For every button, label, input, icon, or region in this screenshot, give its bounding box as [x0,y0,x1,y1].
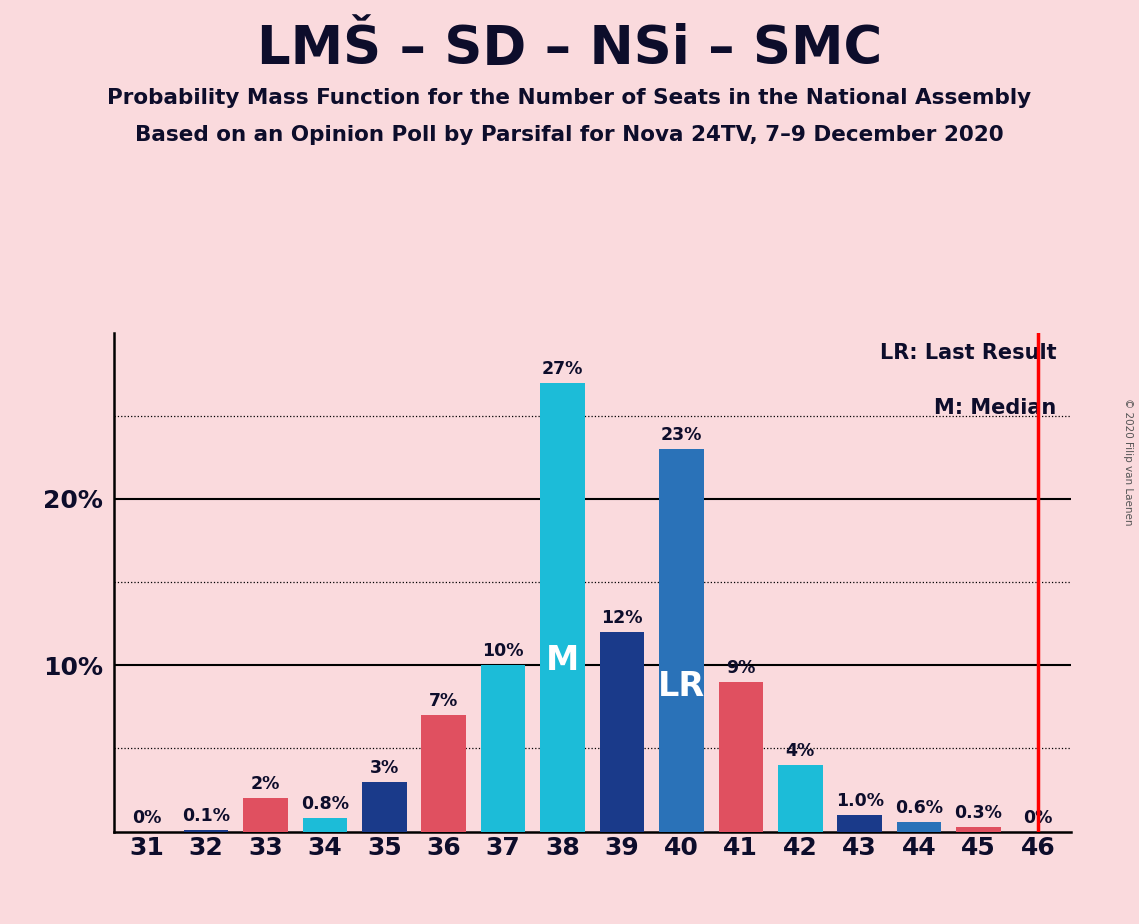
Bar [837,815,882,832]
Text: 7%: 7% [429,692,458,711]
Text: 0%: 0% [132,808,162,827]
Bar [600,632,645,832]
Bar [540,383,584,832]
Text: 3%: 3% [370,759,399,777]
Bar [421,715,466,832]
Bar [243,798,288,832]
Text: 12%: 12% [601,609,642,627]
Bar [183,830,228,832]
Text: 0.1%: 0.1% [182,807,230,825]
Bar [659,449,704,832]
Text: 9%: 9% [727,659,755,677]
Text: M: Median: M: Median [934,397,1056,418]
Text: 0%: 0% [1023,808,1052,827]
Bar [957,827,1001,832]
Text: 0.8%: 0.8% [301,796,349,813]
Bar [896,821,942,832]
Bar [303,819,347,832]
Text: LMŠ – SD – NSi – SMC: LMŠ – SD – NSi – SMC [257,23,882,75]
Text: 0.6%: 0.6% [895,798,943,817]
Text: 10%: 10% [483,642,524,661]
Text: LR: LR [658,670,705,703]
Text: 0.3%: 0.3% [954,804,1002,821]
Text: 27%: 27% [542,359,583,378]
Text: Based on an Opinion Poll by Parsifal for Nova 24TV, 7–9 December 2020: Based on an Opinion Poll by Parsifal for… [136,125,1003,145]
Bar [778,765,822,832]
Text: 23%: 23% [661,426,702,444]
Bar [362,782,407,832]
Text: © 2020 Filip van Laenen: © 2020 Filip van Laenen [1123,398,1133,526]
Text: 4%: 4% [786,742,814,760]
Text: Probability Mass Function for the Number of Seats in the National Assembly: Probability Mass Function for the Number… [107,88,1032,108]
Bar [481,665,525,832]
Text: M: M [546,644,580,677]
Text: 1.0%: 1.0% [836,792,884,810]
Text: 2%: 2% [251,775,280,794]
Text: LR: Last Result: LR: Last Result [879,343,1056,362]
Bar [719,682,763,832]
